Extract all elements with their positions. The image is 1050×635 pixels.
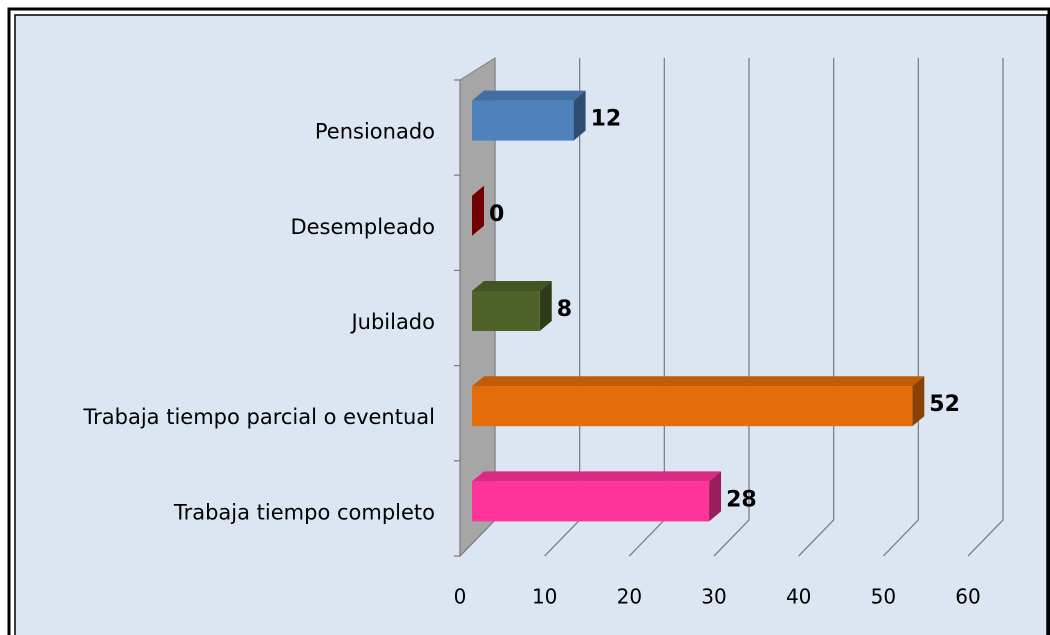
- bar-side: [539, 281, 552, 331]
- bar-front: [472, 481, 710, 522]
- grid-line: [713, 58, 750, 557]
- bar-top: [472, 90, 586, 101]
- y-tick-label: Trabaja tiempo completo: [173, 500, 435, 524]
- x-tick-label: 10: [532, 585, 557, 609]
- bar-top: [472, 471, 722, 482]
- bar: [472, 281, 552, 331]
- value-label: 28: [726, 487, 757, 512]
- bar: [472, 471, 722, 522]
- bar-side: [472, 185, 484, 236]
- bar-side: [573, 90, 586, 141]
- x-tick-label: 0: [454, 585, 467, 609]
- x-tick-label: 60: [955, 585, 980, 609]
- outer-frame: [7, 7, 1050, 635]
- bar-top: [472, 281, 552, 291]
- bar-side: [709, 471, 722, 522]
- x-tick-label: 30: [701, 585, 726, 609]
- y-tick-label: Trabaja tiempo parcial o eventual: [82, 405, 435, 429]
- x-tick-label: 20: [617, 585, 642, 609]
- bar-front: [472, 386, 913, 427]
- y-tick-label: Pensionado: [315, 120, 435, 144]
- bar-top: [472, 376, 925, 387]
- x-tick-label: 50: [871, 585, 896, 609]
- bar: [472, 90, 586, 141]
- value-label: 0: [489, 202, 504, 227]
- value-label: 52: [929, 392, 960, 417]
- bar-front: [472, 291, 540, 331]
- y-tick-label: Jubilado: [349, 310, 435, 334]
- bar-side: [912, 376, 925, 427]
- y-tick-label: Desempleado: [290, 215, 435, 239]
- value-label: 12: [591, 107, 622, 132]
- bar: [472, 376, 925, 427]
- x-tick-label: 40: [786, 585, 811, 609]
- grid-line: [882, 58, 919, 557]
- bar-front: [472, 100, 574, 141]
- value-label: 8: [557, 297, 572, 322]
- grid-line: [967, 58, 1004, 557]
- bar: [472, 185, 484, 236]
- grid-line: [798, 58, 835, 557]
